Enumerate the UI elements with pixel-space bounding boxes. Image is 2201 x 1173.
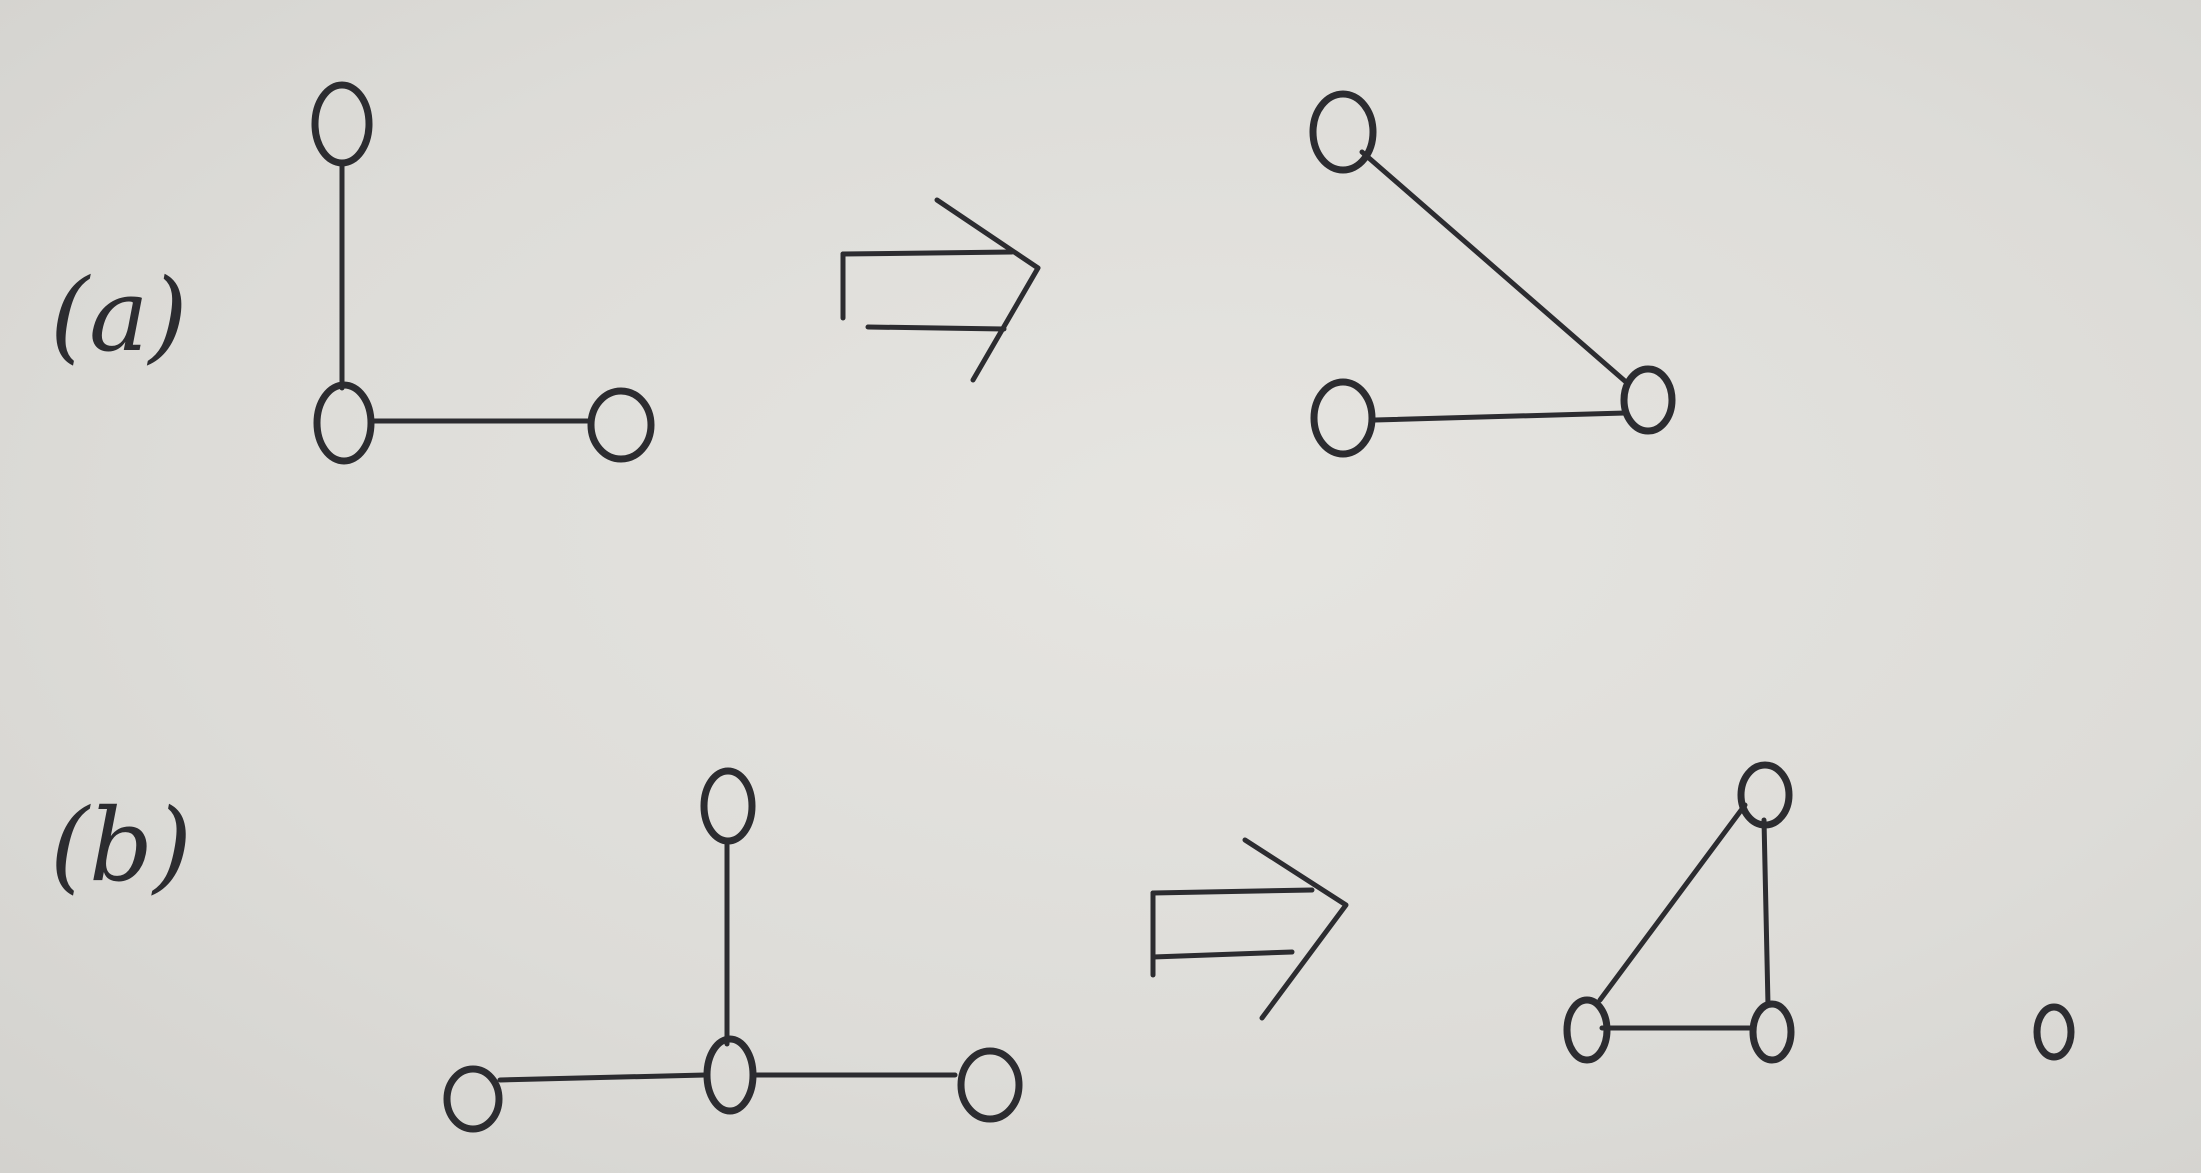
node-a2-right — [1620, 365, 1676, 435]
node-b2-top — [1737, 761, 1793, 829]
implies-arrow-a — [840, 197, 1041, 383]
edge-b-left — [497, 1072, 708, 1083]
implies-arrow-b — [1150, 837, 1349, 1021]
node-b2-left — [1563, 996, 1611, 1064]
panel-b-label: (b) — [50, 787, 192, 904]
node-b2-right — [1749, 1000, 1795, 1064]
panel-b-before-graph — [443, 767, 1023, 1133]
node-a2-left — [1310, 378, 1376, 458]
edge-a-bottom — [1372, 410, 1628, 423]
node-a2-top — [1309, 90, 1377, 174]
panel-a-after-graph — [1309, 90, 1676, 458]
panel-a: (a) — [50, 81, 1676, 465]
panel-b: (b) — [50, 761, 2075, 1133]
panel-a-before-graph — [311, 81, 655, 465]
node-b2-isolated — [2033, 1003, 2075, 1061]
node-b-left — [443, 1065, 503, 1133]
edge-b2-diagonal — [1597, 802, 1748, 1003]
node-b-top — [700, 767, 756, 845]
node-a-right — [587, 387, 655, 463]
node-b-center — [703, 1035, 757, 1115]
node-a-top — [311, 81, 373, 167]
panel-a-label: (a) — [50, 257, 188, 374]
edge-b2-vertical — [1761, 817, 1771, 1008]
edge-a-diagonal — [1359, 149, 1629, 385]
panel-b-after-graph — [1563, 761, 2075, 1064]
node-b-right — [957, 1047, 1023, 1123]
node-a-corner — [313, 381, 375, 465]
